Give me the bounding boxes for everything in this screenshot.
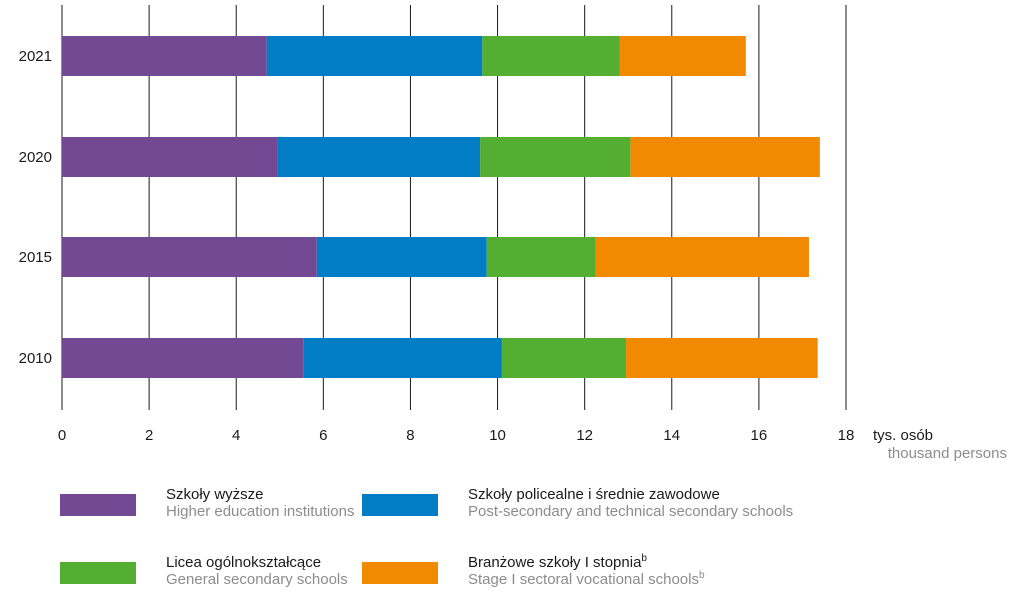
category-label: 2010 [19,350,52,367]
bar-segment [277,137,481,177]
category-label: 2021 [19,48,52,65]
x-tick-label: 12 [576,427,593,444]
x-axis-ticks: 0 2 4 6 8 10 12 14 16 18 [58,427,855,444]
bar-segment [630,137,820,177]
x-tick-label: 8 [406,427,414,444]
unit-label: tys. osób [873,427,933,444]
bar-segment [482,36,620,76]
x-tick-label: 10 [489,427,506,444]
bars [62,36,820,378]
bar-segment [62,137,278,177]
x-tick-label: 18 [838,427,855,444]
category-labels: 2021 2020 2015 2010 [19,48,52,367]
x-tick-label: 2 [145,427,153,444]
x-tick-label: 4 [232,427,240,444]
bar-segment [480,137,631,177]
x-tick-label: 6 [319,427,327,444]
category-label: 2015 [19,249,52,266]
bar-segment [62,237,317,277]
bar-segment [626,338,818,378]
bar-segment [619,36,746,76]
category-label: 2020 [19,149,52,166]
bar-segment [595,237,809,277]
bar-segment [266,36,483,76]
x-tick-label: 16 [751,427,768,444]
bar-segment [303,338,502,378]
unit-label-en: thousand persons [888,445,1007,462]
x-tick-label: 0 [58,427,66,444]
bar-segment [486,237,596,277]
bar-segment [62,36,267,76]
bar-segment [62,338,304,378]
x-tick-label: 14 [663,427,680,444]
bar-segment [501,338,627,378]
bar-segment [316,237,487,277]
